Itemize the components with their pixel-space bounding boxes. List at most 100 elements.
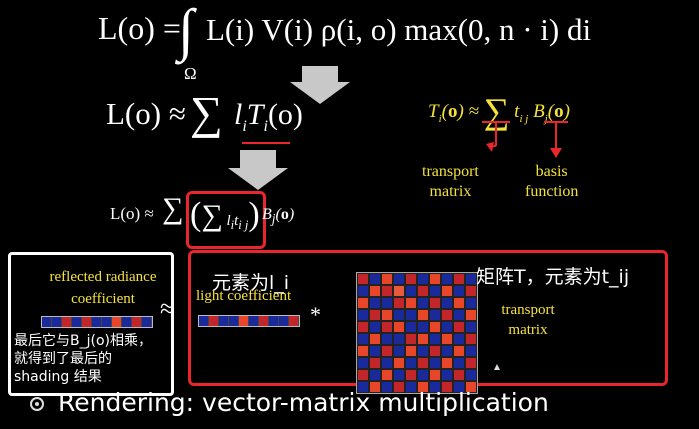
light-vector-cell	[199, 316, 209, 326]
matrix-cell	[393, 345, 405, 357]
matrix-cell	[417, 273, 429, 285]
light-vector-cell	[289, 316, 299, 326]
matrix-cell	[357, 333, 369, 345]
matrix-cell	[453, 369, 465, 381]
transport-equation: Ti(o) ≈ ∑ ti j Bj(o)	[428, 91, 570, 131]
rendering-equation-lhs: L(o) =	[98, 10, 181, 46]
matrix-cell	[465, 333, 477, 345]
light-vector-cell	[269, 316, 279, 326]
matrix-cell	[441, 309, 453, 321]
transport-matrix-label: transport matrix	[422, 163, 479, 200]
transport-matrix-box-label: transport matrix	[501, 302, 555, 338]
matrix-cell	[357, 321, 369, 333]
circle-bullet-icon	[30, 397, 44, 411]
sum-sign-icon: ∑	[190, 87, 223, 138]
matrix-cell	[369, 333, 381, 345]
matrix-cell	[357, 297, 369, 309]
matrix-cell	[453, 333, 465, 345]
reflected-vector-cell	[122, 317, 132, 327]
matrix-cell	[465, 321, 477, 333]
matrix-cell	[453, 309, 465, 321]
down-arrow-icon	[290, 66, 350, 104]
matrix-cell	[381, 381, 393, 393]
light-coefficient-vector	[198, 315, 300, 327]
matrix-cell	[417, 369, 429, 381]
matrix-cell	[381, 285, 393, 297]
reflected-vector-cell	[102, 317, 112, 327]
matrix-cell	[405, 333, 417, 345]
note-text: 最后它与B_j(o)相乘， 就得到了最后的 shading 结果	[14, 333, 152, 385]
matrix-cell	[429, 273, 441, 285]
integral-sign-icon: ∫	[178, 0, 194, 62]
matrix-cell	[417, 285, 429, 297]
basis-function-label: basis function	[525, 163, 579, 200]
matrix-cell	[357, 273, 369, 285]
matrix-cell	[465, 297, 477, 309]
matrix-cell	[429, 285, 441, 297]
matrix-cell	[465, 345, 477, 357]
matrix-cell	[357, 285, 369, 297]
light-vector-cell	[239, 316, 249, 326]
times-symbol: *	[310, 302, 321, 327]
matrix-cell	[429, 369, 441, 381]
matrix-cell	[453, 297, 465, 309]
light-vector-cell	[229, 316, 239, 326]
reflected-vector-cell	[42, 317, 52, 327]
final-equation-inner: (∑ liti j)	[190, 196, 260, 233]
reflected-vector-cell	[132, 317, 142, 327]
matrix-cell	[465, 309, 477, 321]
light-coefficient-label: light coefficient	[196, 288, 292, 304]
inner-sum-highlight	[186, 191, 266, 249]
matrix-cell	[381, 357, 393, 369]
reflected-vector-cell	[52, 317, 62, 327]
bullet-text: Rendering: vector-matrix multiplication	[58, 388, 549, 417]
matrix-cell	[441, 369, 453, 381]
reflected-vector-cell	[112, 317, 122, 327]
matrix-cell	[405, 309, 417, 321]
element-li-note: 元素为l_i	[212, 272, 290, 294]
light-vector-cell	[279, 316, 289, 326]
matrix-cell	[381, 273, 393, 285]
matrix-cell	[405, 345, 417, 357]
matrix-cell	[417, 321, 429, 333]
matrix-cell	[417, 297, 429, 309]
matrix-cell	[453, 381, 465, 393]
matrix-cell	[405, 357, 417, 369]
matrix-cell	[441, 345, 453, 357]
matrix-cell	[453, 321, 465, 333]
reflected-vector-cell	[92, 317, 102, 327]
matrix-cell	[369, 369, 381, 381]
matrix-cell	[429, 345, 441, 357]
matrix-cell	[405, 297, 417, 309]
reflected-radiance-box	[8, 252, 174, 396]
matrix-cell	[381, 333, 393, 345]
light-vector-cell	[209, 316, 219, 326]
matrix-cell	[429, 297, 441, 309]
matrix-cell	[357, 369, 369, 381]
matrix-cell	[417, 309, 429, 321]
matrix-cell	[465, 381, 477, 393]
matrix-cell	[429, 357, 441, 369]
matrix-cell	[393, 321, 405, 333]
matrix-cell	[357, 357, 369, 369]
matrix-cell	[441, 285, 453, 297]
matrix-cell	[441, 333, 453, 345]
matrix-cell	[453, 285, 465, 297]
light-vector-cell	[259, 316, 269, 326]
final-equation-rhs: Bj(o)	[262, 206, 295, 227]
matrix-t-note: 矩阵T，元素为t_ij	[476, 266, 630, 288]
matrix-cell	[453, 345, 465, 357]
matrix-cell	[441, 297, 453, 309]
light-vector-cell	[249, 316, 259, 326]
light-vector-cell	[219, 316, 229, 326]
matrix-cell	[417, 333, 429, 345]
matrix-cell	[381, 345, 393, 357]
matrix-cell	[369, 321, 381, 333]
matrix-cell	[393, 333, 405, 345]
matrix-cell	[393, 357, 405, 369]
matrix-cell	[405, 381, 417, 393]
matrix-cell	[429, 381, 441, 393]
matrix-cell	[381, 297, 393, 309]
matrix-cell	[429, 309, 441, 321]
matrix-cell	[369, 309, 381, 321]
